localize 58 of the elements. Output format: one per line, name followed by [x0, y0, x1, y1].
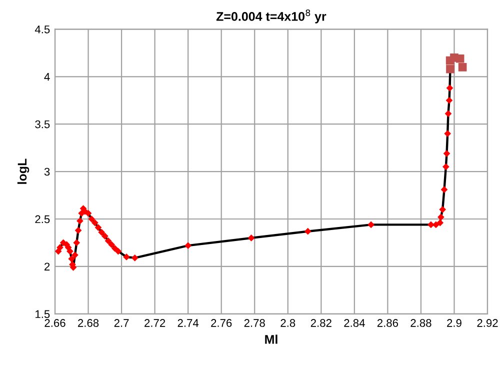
y-axis-title: logL [17, 158, 30, 184]
point [458, 62, 467, 72]
point [446, 96, 453, 104]
point [428, 221, 434, 228]
point [91, 219, 98, 226]
point [184, 242, 192, 250]
point [66, 248, 74, 255]
point [368, 221, 374, 228]
y-tick-label: 2.5 [35, 215, 50, 224]
point [131, 254, 138, 262]
y-tick-label: 2 [44, 262, 50, 270]
point [437, 214, 444, 221]
x-tick-label: 2.66 [44, 319, 66, 327]
point [72, 252, 78, 258]
x-tick-label: 2.68 [78, 319, 99, 327]
x-axis-title: Ml [265, 334, 278, 344]
point [444, 110, 452, 118]
point [101, 232, 108, 240]
point [439, 206, 446, 213]
x-tick-label: 2.88 [410, 319, 432, 327]
point [436, 219, 444, 226]
point [108, 241, 115, 248]
point [68, 255, 76, 262]
point [104, 237, 112, 244]
y-tick-label: 3 [44, 168, 50, 176]
point [94, 224, 102, 231]
point [446, 84, 454, 92]
x-tick-label: 2.72 [144, 319, 166, 327]
point [442, 163, 450, 170]
point [74, 226, 82, 234]
x-tick-label: 2.86 [377, 319, 398, 327]
x-tick-label: 2.8 [280, 319, 296, 327]
point [123, 254, 130, 260]
point [248, 234, 255, 242]
x-tick-label: 2.82 [310, 319, 332, 327]
chart-title: Z=0.004 t=4x10$^{8}$ yr [216, 9, 326, 24]
point [443, 150, 450, 157]
y-tick-label: 4.5 [34, 26, 50, 34]
point [73, 239, 80, 246]
point [440, 186, 448, 194]
y-tick-label: 4 [44, 73, 50, 81]
x-tick-label: 2.78 [244, 319, 265, 327]
x-tick-label: 2.76 [211, 319, 232, 327]
point [88, 216, 96, 222]
point [446, 64, 454, 74]
y-tick-label: 1.5 [36, 310, 50, 318]
x-tick-label: 2.7 [114, 319, 129, 327]
point [304, 228, 312, 235]
x-tick-label: 2.84 [344, 319, 365, 327]
x-tick-label: 2.9 [447, 319, 462, 327]
x-tick-label: 2.92 [477, 319, 498, 327]
point [76, 217, 84, 224]
y-tick-label: 3.5 [35, 120, 50, 128]
point [456, 54, 464, 63]
point [444, 130, 452, 138]
point [84, 210, 92, 217]
point [98, 228, 106, 236]
x-tick-label: 2.74 [178, 319, 199, 327]
